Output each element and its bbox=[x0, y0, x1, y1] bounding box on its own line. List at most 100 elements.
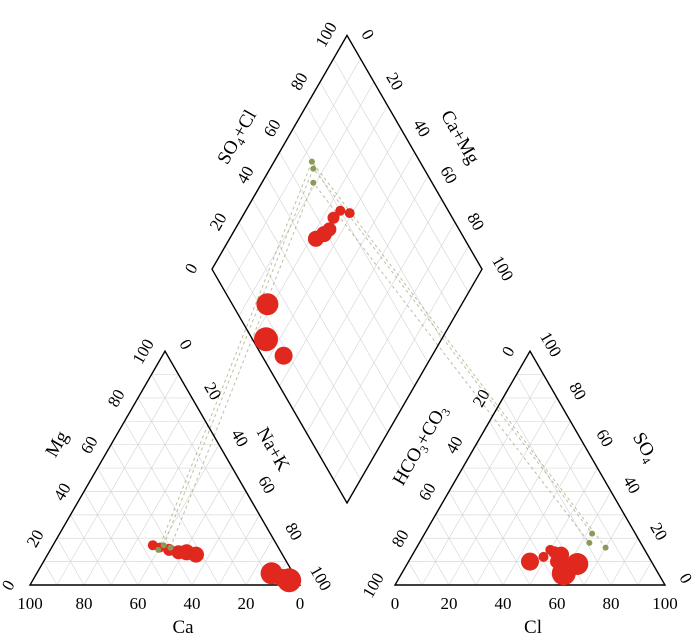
diamond-so4cl-tick-4: 80 bbox=[287, 69, 312, 93]
diamond-so4cl-axis-label: SO4+Cl bbox=[213, 106, 262, 169]
anion-cl-tick-1: 20 bbox=[441, 594, 458, 613]
anion-triangle-frame bbox=[393, 349, 667, 586]
series-1-point-0-cation bbox=[160, 542, 167, 549]
anion-so4-tick-1: 20 bbox=[646, 519, 671, 543]
series-1-point-2-cation bbox=[155, 546, 162, 553]
anion-cl-tick-0: 0 bbox=[391, 594, 400, 613]
anion-cl-tick-2: 40 bbox=[495, 594, 512, 613]
anion-grid-a-2 bbox=[421, 538, 450, 586]
anion-hco3-tick-0: 0 bbox=[498, 343, 519, 360]
cation-grid-b-3 bbox=[110, 421, 206, 586]
anion-hco3-tick-2: 40 bbox=[442, 433, 467, 457]
cation-mg-tick-1: 20 bbox=[23, 526, 48, 550]
cation-ca-tick-1: 80 bbox=[76, 594, 93, 613]
anion-grid-a-8 bbox=[502, 397, 612, 586]
diamond-camg-tick-2: 40 bbox=[409, 116, 434, 140]
diamond-grid-b-9 bbox=[333, 58, 469, 293]
anion-grid-b-3 bbox=[475, 421, 571, 586]
cation-grid-b-7 bbox=[218, 514, 260, 586]
anion-hco3-tick-4: 80 bbox=[388, 526, 413, 550]
diamond-so4cl-tick-1: 20 bbox=[206, 210, 231, 234]
series-0-point-7-anion bbox=[521, 552, 539, 571]
cation-grid-a-5 bbox=[97, 467, 166, 586]
anion-so4-tick-3: 60 bbox=[592, 426, 617, 450]
cation-nak-tick-4: 80 bbox=[281, 519, 306, 543]
anion-so4-tick-2: 40 bbox=[619, 473, 644, 497]
series-0-point-1-diamond bbox=[335, 205, 346, 216]
anion-so4-axis-label: SO4 bbox=[626, 429, 661, 467]
series-0-point-8-cation bbox=[277, 568, 302, 593]
diamond-so4cl-tick-5: 100 bbox=[312, 19, 341, 51]
anion-hco3-tick-3: 60 bbox=[415, 480, 440, 504]
anion-grid-a-4 bbox=[448, 491, 504, 586]
cation-mg-tick-3: 60 bbox=[77, 433, 102, 457]
diamond-camg-tick-3: 60 bbox=[436, 163, 461, 187]
series-1-point-0-diamond bbox=[310, 165, 317, 172]
series-0-point-7-diamond bbox=[274, 346, 293, 365]
diamond-camg-tick-0: 0 bbox=[357, 26, 378, 43]
series-0-point-5-anion bbox=[553, 546, 570, 563]
cation-grid-a-2 bbox=[56, 538, 85, 586]
cation-nak-axis-label: Na+K bbox=[252, 424, 294, 475]
diamond-so4cl-tick-2: 40 bbox=[233, 163, 258, 187]
diamond-plus-cl-label: +Cl bbox=[229, 106, 262, 141]
grid-lines bbox=[43, 58, 652, 586]
anion-grid-a-5 bbox=[462, 467, 531, 586]
anion-so4-tick-4: 80 bbox=[565, 379, 590, 403]
series-1-point-2-anion bbox=[602, 544, 609, 551]
series-1-point-2-projection bbox=[157, 160, 606, 551]
cation-ca-tick-4: 20 bbox=[238, 594, 255, 613]
data-points bbox=[147, 158, 609, 593]
cation-nak-tick-5: 100 bbox=[306, 562, 335, 594]
anion-grid-a-1 bbox=[408, 561, 423, 586]
cation-grid-a-3 bbox=[70, 514, 112, 586]
diamond-camg-tick-5: 100 bbox=[488, 253, 517, 285]
series-0-point-2-diamond bbox=[327, 211, 340, 224]
series-0-point-5-cation bbox=[188, 546, 204, 563]
series-1-point-1-projection bbox=[169, 181, 590, 548]
cation-ca-axis-label: Ca bbox=[172, 617, 194, 638]
cation-mg-tick-4: 80 bbox=[104, 386, 129, 410]
series-1-point-0-projection bbox=[163, 167, 593, 546]
series-1-point-1-anion bbox=[586, 539, 593, 546]
diamond-grid-b-5 bbox=[279, 152, 415, 387]
cation-triangle-frame bbox=[28, 349, 302, 586]
series-1-point-1-cation bbox=[167, 544, 174, 551]
cation-grid-b-1 bbox=[56, 374, 179, 586]
cation-grid-b-5 bbox=[164, 467, 233, 586]
cation-nak-tick-0: 0 bbox=[175, 336, 196, 353]
diamond-so4cl-tick-0: 0 bbox=[181, 260, 202, 277]
tick-labels: 1000000000802020202020202060404040404040… bbox=[0, 19, 696, 613]
anion-so4-tick-0: 0 bbox=[675, 570, 696, 587]
diamond-grid-a-6 bbox=[265, 128, 402, 363]
anion-so4-label-main: SO bbox=[628, 429, 658, 461]
anion-grid-a-9 bbox=[516, 374, 639, 586]
anion-cl-tick-4: 80 bbox=[603, 594, 620, 613]
cation-mg-axis-label: Mg bbox=[42, 427, 74, 461]
anion-cl-axis-label: Cl bbox=[524, 617, 542, 638]
series-1-point-2-diamond bbox=[308, 158, 315, 165]
cation-grid-a-1 bbox=[43, 561, 58, 586]
cation-grid-a-6 bbox=[110, 444, 193, 586]
diamond-camg-axis-label: Ca+Mg bbox=[436, 107, 484, 168]
anion-cl-tick-3: 60 bbox=[549, 594, 566, 613]
diagram-frames bbox=[28, 33, 667, 586]
cation-ca-tick-0: 100 bbox=[17, 594, 43, 613]
anion-grid-b-9 bbox=[637, 561, 652, 586]
series-0-point-0-anion bbox=[538, 551, 549, 562]
cation-mg-tick-5: 100 bbox=[129, 336, 158, 368]
diamond-so4cl-tick-3: 60 bbox=[260, 116, 285, 140]
cation-ca-tick-3: 40 bbox=[184, 594, 201, 613]
anion-hco3-tick-1: 20 bbox=[469, 386, 494, 410]
anion-cl-tick-5: 100 bbox=[652, 594, 678, 613]
cation-nak-tick-2: 40 bbox=[227, 426, 252, 450]
cation-nak-tick-3: 60 bbox=[254, 473, 279, 497]
series-0-point-6-diamond bbox=[256, 293, 279, 316]
cation-mg-tick-2: 40 bbox=[50, 480, 75, 504]
diamond-camg-tick-4: 80 bbox=[463, 210, 488, 234]
cation-mg-tick-0: 0 bbox=[0, 577, 19, 594]
diamond-grid-a-9 bbox=[225, 58, 361, 293]
series-1-point-1-diamond bbox=[310, 179, 317, 186]
series-0-point-5-diamond bbox=[307, 230, 324, 247]
